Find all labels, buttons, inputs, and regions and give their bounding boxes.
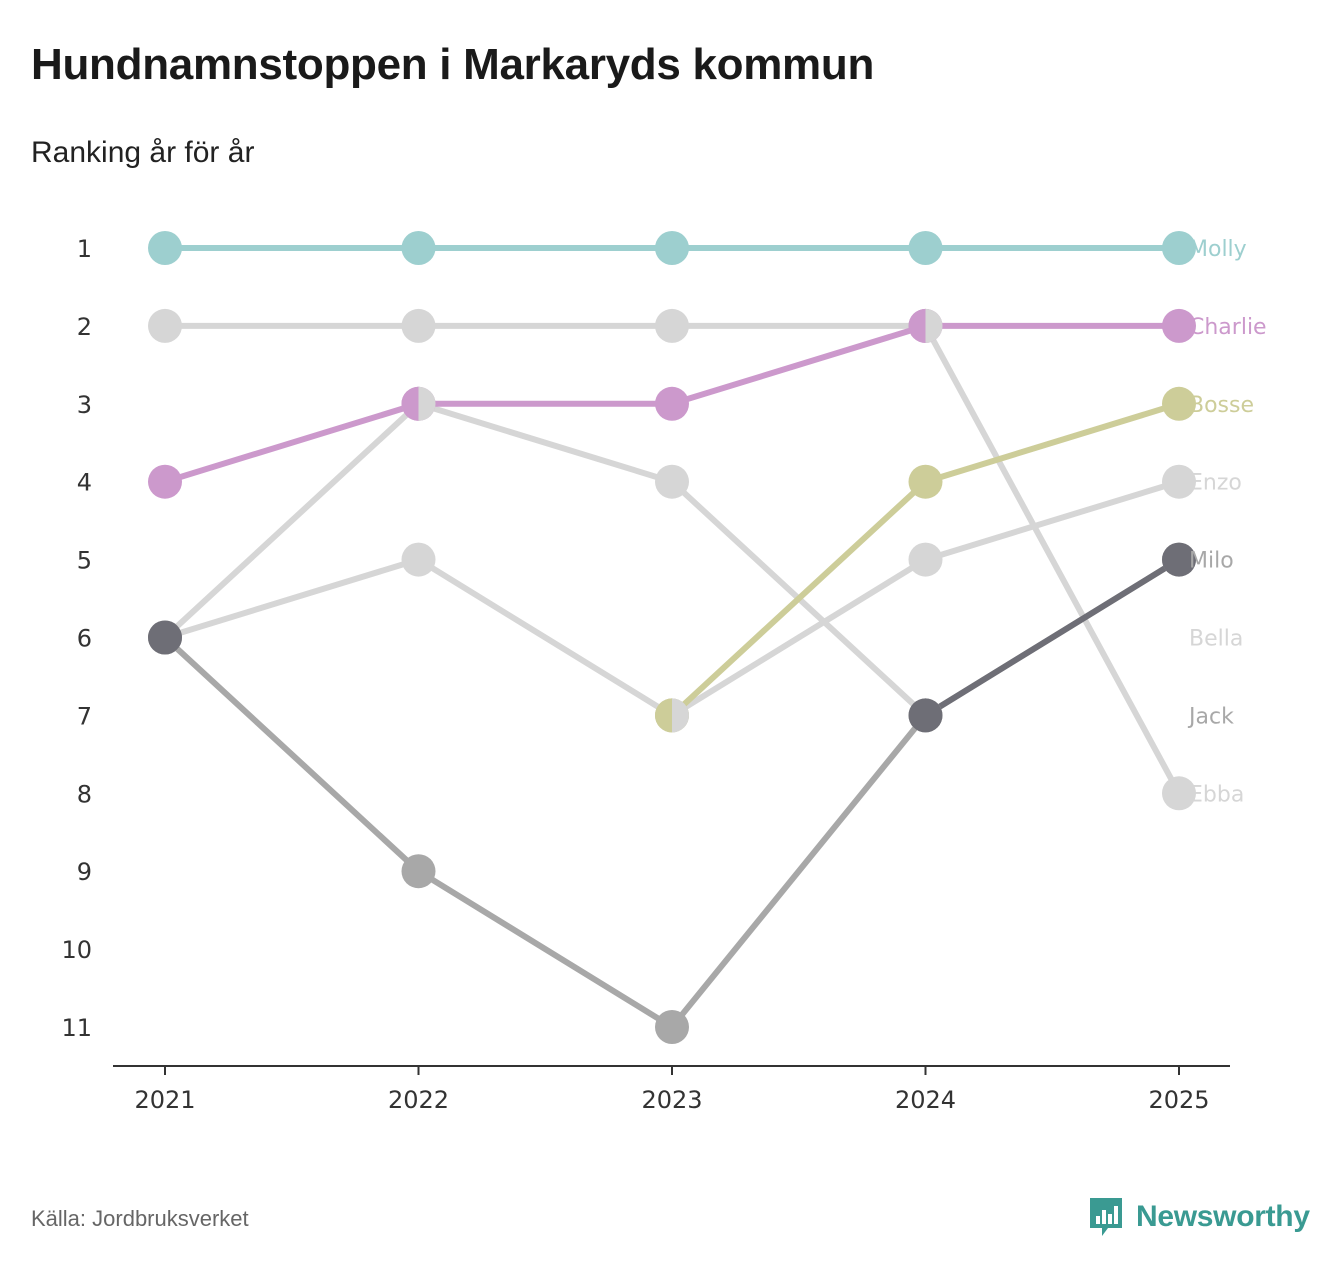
y-tick-label-4: 4 <box>77 469 92 497</box>
series-label-charlie: Charlie <box>1189 315 1267 340</box>
point-enzo-2025 <box>1162 464 1196 499</box>
point-molly-2023 <box>655 231 689 265</box>
y-tick-label-9: 9 <box>77 858 92 886</box>
x-tick-label-2023: 2023 <box>641 1086 702 1114</box>
series-line-jack-2023-2024 <box>669 712 929 1030</box>
point-enzo-2024 <box>908 542 943 577</box>
newsworthy-logo-icon <box>1090 1198 1122 1236</box>
series-line-charlie-2023-2024 <box>669 322 929 407</box>
point-molly-2021 <box>148 231 182 265</box>
series-label-ebba: Ebba <box>1189 782 1244 807</box>
point-enzo-2022 <box>401 542 436 577</box>
series-line-bosse-2024-2025 <box>922 400 1182 485</box>
point-charlie-2025 <box>1162 308 1196 343</box>
point-bosse-2025 <box>1162 386 1196 421</box>
point-molly-2022 <box>401 231 436 265</box>
split-point-enzo-2023 <box>672 698 689 733</box>
series-line-bella-2021-2022 <box>162 400 422 641</box>
source-note: Källa: Jordbruksverket <box>31 1206 249 1231</box>
split-point-bosse-2023 <box>655 698 672 733</box>
point-charlie-2021 <box>148 464 182 499</box>
y-tick-label-6: 6 <box>77 625 92 653</box>
series-line-enzo-2024-2025 <box>922 478 1182 563</box>
series-label-bosse: Bosse <box>1189 393 1254 418</box>
series-line-ebba-2024-2025 <box>922 322 1182 797</box>
y-tick-label-5: 5 <box>77 547 92 575</box>
series-line-bella-2022-2023 <box>415 400 675 485</box>
point-bosse-2024 <box>908 464 943 499</box>
point-milo-2025 <box>1162 542 1196 577</box>
point-ebba-2025 <box>1162 776 1196 811</box>
split-point-charlie-2024 <box>908 308 926 343</box>
point-ebba-2022 <box>401 308 436 343</box>
series-points <box>148 231 1196 1044</box>
series-label-molly: Molly <box>1189 237 1247 262</box>
chart-subtitle: Ranking år för år <box>31 136 255 169</box>
x-tick-label-2022: 2022 <box>388 1086 449 1114</box>
y-tick-label-1: 1 <box>77 235 92 263</box>
point-molly-2024 <box>908 231 943 265</box>
series-line-enzo-2023-2024 <box>669 556 929 719</box>
point-jack-2022 <box>401 854 436 889</box>
split-point-ebba-2024 <box>925 308 943 343</box>
brand-name: Newsworthy <box>1136 1200 1310 1233</box>
chart-title: Hundnamnstoppen i Markaryds kommun <box>31 40 875 89</box>
y-tick-label-8: 8 <box>77 780 92 808</box>
y-tick-label-2: 2 <box>77 313 92 341</box>
point-bella-2023 <box>655 464 689 499</box>
x-tick-label-2024: 2024 <box>895 1086 956 1114</box>
y-tick-label-11: 11 <box>61 1014 92 1042</box>
point-molly-2025 <box>1162 231 1196 265</box>
split-point-bella-2022 <box>418 386 436 421</box>
series-line-bosse-2023-2024 <box>669 478 929 719</box>
series-end-labels: Molly Charlie Bosse Enzo Milo Bella Jack Ebba <box>1187 237 1267 807</box>
x-axis: 2021 2022 2023 2024 2025 <box>113 1065 1230 1114</box>
series-line-jack-2022-2023 <box>415 868 675 1030</box>
y-tick-label-3: 3 <box>77 391 92 419</box>
series-line-jack-2021-2022 <box>162 634 422 875</box>
point-charlie-2023 <box>655 386 689 421</box>
point-ebba-2021 <box>148 308 182 343</box>
series-lines <box>162 245 1182 1030</box>
point-milo-2024 <box>908 698 943 733</box>
point-jack-2023 <box>655 1010 689 1044</box>
series-line-enzo-2021-2022 <box>162 556 422 641</box>
series-line-charlie-2021-2022 <box>162 400 422 485</box>
brand-logo: Newsworthy <box>1088 1196 1310 1238</box>
series-label-milo: Milo <box>1189 549 1234 574</box>
series-line-milo-2024-2025 <box>922 556 1182 719</box>
series-label-enzo: Enzo <box>1189 471 1242 496</box>
x-tick-label-2021: 2021 <box>134 1086 195 1114</box>
point-ebba-2023 <box>655 308 689 343</box>
series-label-jack: Jack <box>1187 704 1234 729</box>
series-label-bella: Bella <box>1189 627 1243 652</box>
y-axis-ticks: 1 2 3 4 5 6 7 8 9 10 11 <box>61 235 92 1042</box>
x-tick-label-2025: 2025 <box>1148 1086 1209 1114</box>
y-tick-label-10: 10 <box>61 936 92 964</box>
y-tick-label-7: 7 <box>77 702 92 730</box>
split-point-charlie-2022 <box>401 386 419 421</box>
series-line-enzo-2022-2023 <box>415 556 675 719</box>
point-milo-2021 <box>148 620 182 655</box>
